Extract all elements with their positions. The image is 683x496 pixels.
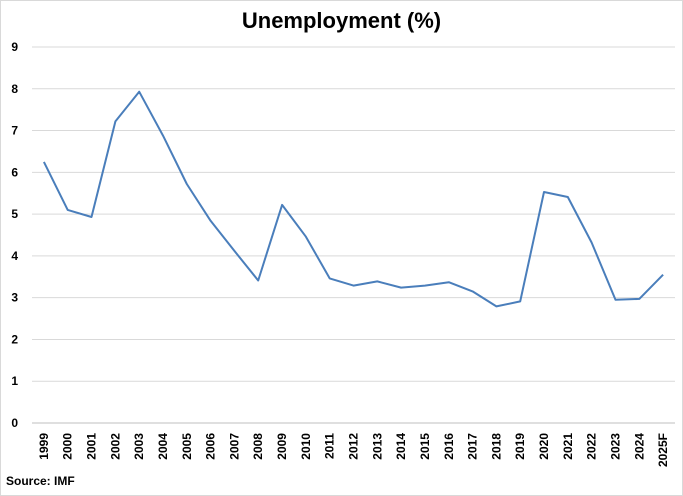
data-point (447, 280, 451, 284)
x-tick-label: 2014 (394, 433, 408, 460)
data-point (637, 297, 641, 301)
gridlines (32, 46, 675, 382)
data-point (494, 304, 498, 308)
x-tick-label: 2018 (489, 433, 503, 460)
y-tick-label: 3 (11, 291, 18, 305)
y-tick-label: 1 (11, 374, 18, 388)
data-point (352, 284, 356, 288)
data-point (209, 219, 213, 223)
data-point (328, 276, 332, 280)
x-tick-label: 2008 (251, 433, 265, 460)
x-tick-label: 2015 (418, 433, 432, 460)
x-tick-label: 2002 (108, 433, 122, 460)
x-tick-label: 1999 (37, 433, 51, 460)
x-tick-label: 2023 (608, 433, 622, 460)
x-tick-label: 2010 (299, 433, 313, 460)
x-tick-label: 2017 (466, 433, 480, 460)
data-point (66, 208, 70, 212)
data-point (161, 134, 165, 138)
data-point (423, 284, 427, 288)
x-tick-label: 2006 (204, 433, 218, 460)
series-line (43, 90, 664, 308)
data-point (399, 286, 403, 290)
data-point (590, 241, 594, 245)
data-point (518, 299, 522, 303)
x-tick-label: 2005 (180, 433, 194, 460)
x-tick-label: 2021 (561, 433, 575, 460)
x-tick-label: 2004 (156, 433, 170, 460)
x-tick-label: 2001 (85, 433, 99, 460)
x-tick-label: 2000 (61, 433, 75, 460)
x-tick-label: 2003 (132, 433, 146, 460)
x-tick-label: 2011 (323, 433, 337, 459)
y-axis-tick-labels: 0 1 2 3 4 5 6 7 8 9 (11, 40, 18, 430)
x-tick-label: 2024 (632, 433, 646, 460)
x-tick-label: 2009 (275, 433, 289, 460)
data-point (137, 90, 141, 94)
data-point (304, 235, 308, 239)
data-point (661, 273, 665, 277)
y-tick-label: 7 (11, 124, 18, 138)
data-point (113, 119, 117, 123)
data-point (256, 279, 260, 283)
y-tick-label: 8 (11, 82, 18, 96)
x-tick-label: 2016 (442, 433, 456, 460)
series-layer (42, 90, 665, 308)
x-axis-tick-labels: 1999 2000 2001 2002 2003 2004 2005 2006 2007 2008… (37, 433, 670, 467)
y-tick-label: 0 (11, 416, 18, 430)
data-point (185, 182, 189, 186)
data-point (375, 279, 379, 283)
y-tick-label: 2 (11, 332, 18, 346)
x-tick-label: 2012 (347, 433, 361, 460)
chart-title: Unemployment (%) (241, 8, 442, 33)
x-tick-label: 2025F (656, 433, 670, 467)
y-tick-label: 9 (11, 40, 18, 54)
x-tick-label: 2013 (370, 433, 384, 460)
data-point (90, 215, 94, 219)
y-tick-label: 6 (11, 165, 18, 179)
data-point (566, 195, 570, 199)
x-tick-label: 2020 (537, 433, 551, 460)
data-point (613, 298, 617, 302)
y-tick-label: 4 (11, 249, 18, 263)
data-point (280, 203, 284, 207)
data-point (542, 190, 546, 194)
source-note: Source: IMF (6, 474, 75, 488)
x-tick-label: 2022 (585, 433, 599, 460)
data-point (42, 160, 46, 164)
y-tick-label: 5 (11, 207, 18, 221)
x-tick-label: 2019 (513, 433, 527, 460)
x-tick-label: 2007 (227, 433, 241, 460)
data-point (471, 289, 475, 293)
data-point (232, 249, 236, 253)
